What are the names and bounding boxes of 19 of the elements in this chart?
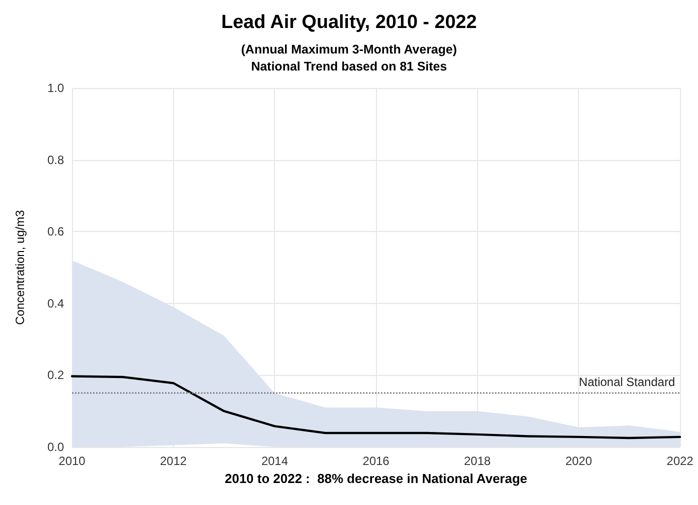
y-tick-label: 0.8 xyxy=(47,152,64,167)
chart-subtitle: (Annual Maximum 3-Month Average) National Trend based on 81 Sites xyxy=(241,42,457,74)
x-tick-label: 2022 xyxy=(666,454,694,468)
x-tick-label: 2020 xyxy=(565,454,592,468)
x-tick-label: 2016 xyxy=(362,454,390,468)
y-tick-label: 1.0 xyxy=(47,81,64,95)
x-tick-label: 2012 xyxy=(160,454,188,468)
chart-title: Lead Air Quality, 2010 - 2022 xyxy=(221,12,477,33)
x-axis-title: 2010 to 2022 : 88% decrease in National Average xyxy=(224,470,528,486)
y-tick-label: 0.0 xyxy=(47,440,64,454)
x-tick-label: 2018 xyxy=(464,454,492,468)
x-tick-label: 2010 xyxy=(58,454,86,468)
y-tick-label: 0.2 xyxy=(47,368,64,382)
ref-line-label: National Standard xyxy=(578,375,675,390)
y-tick-label: 0.6 xyxy=(47,224,64,239)
line-series xyxy=(70,375,682,440)
y-tick-label: 0.4 xyxy=(47,296,64,310)
x-tick-label: 2014 xyxy=(261,454,288,468)
y-axis-title: Concentration, ug/m3 xyxy=(13,210,27,325)
